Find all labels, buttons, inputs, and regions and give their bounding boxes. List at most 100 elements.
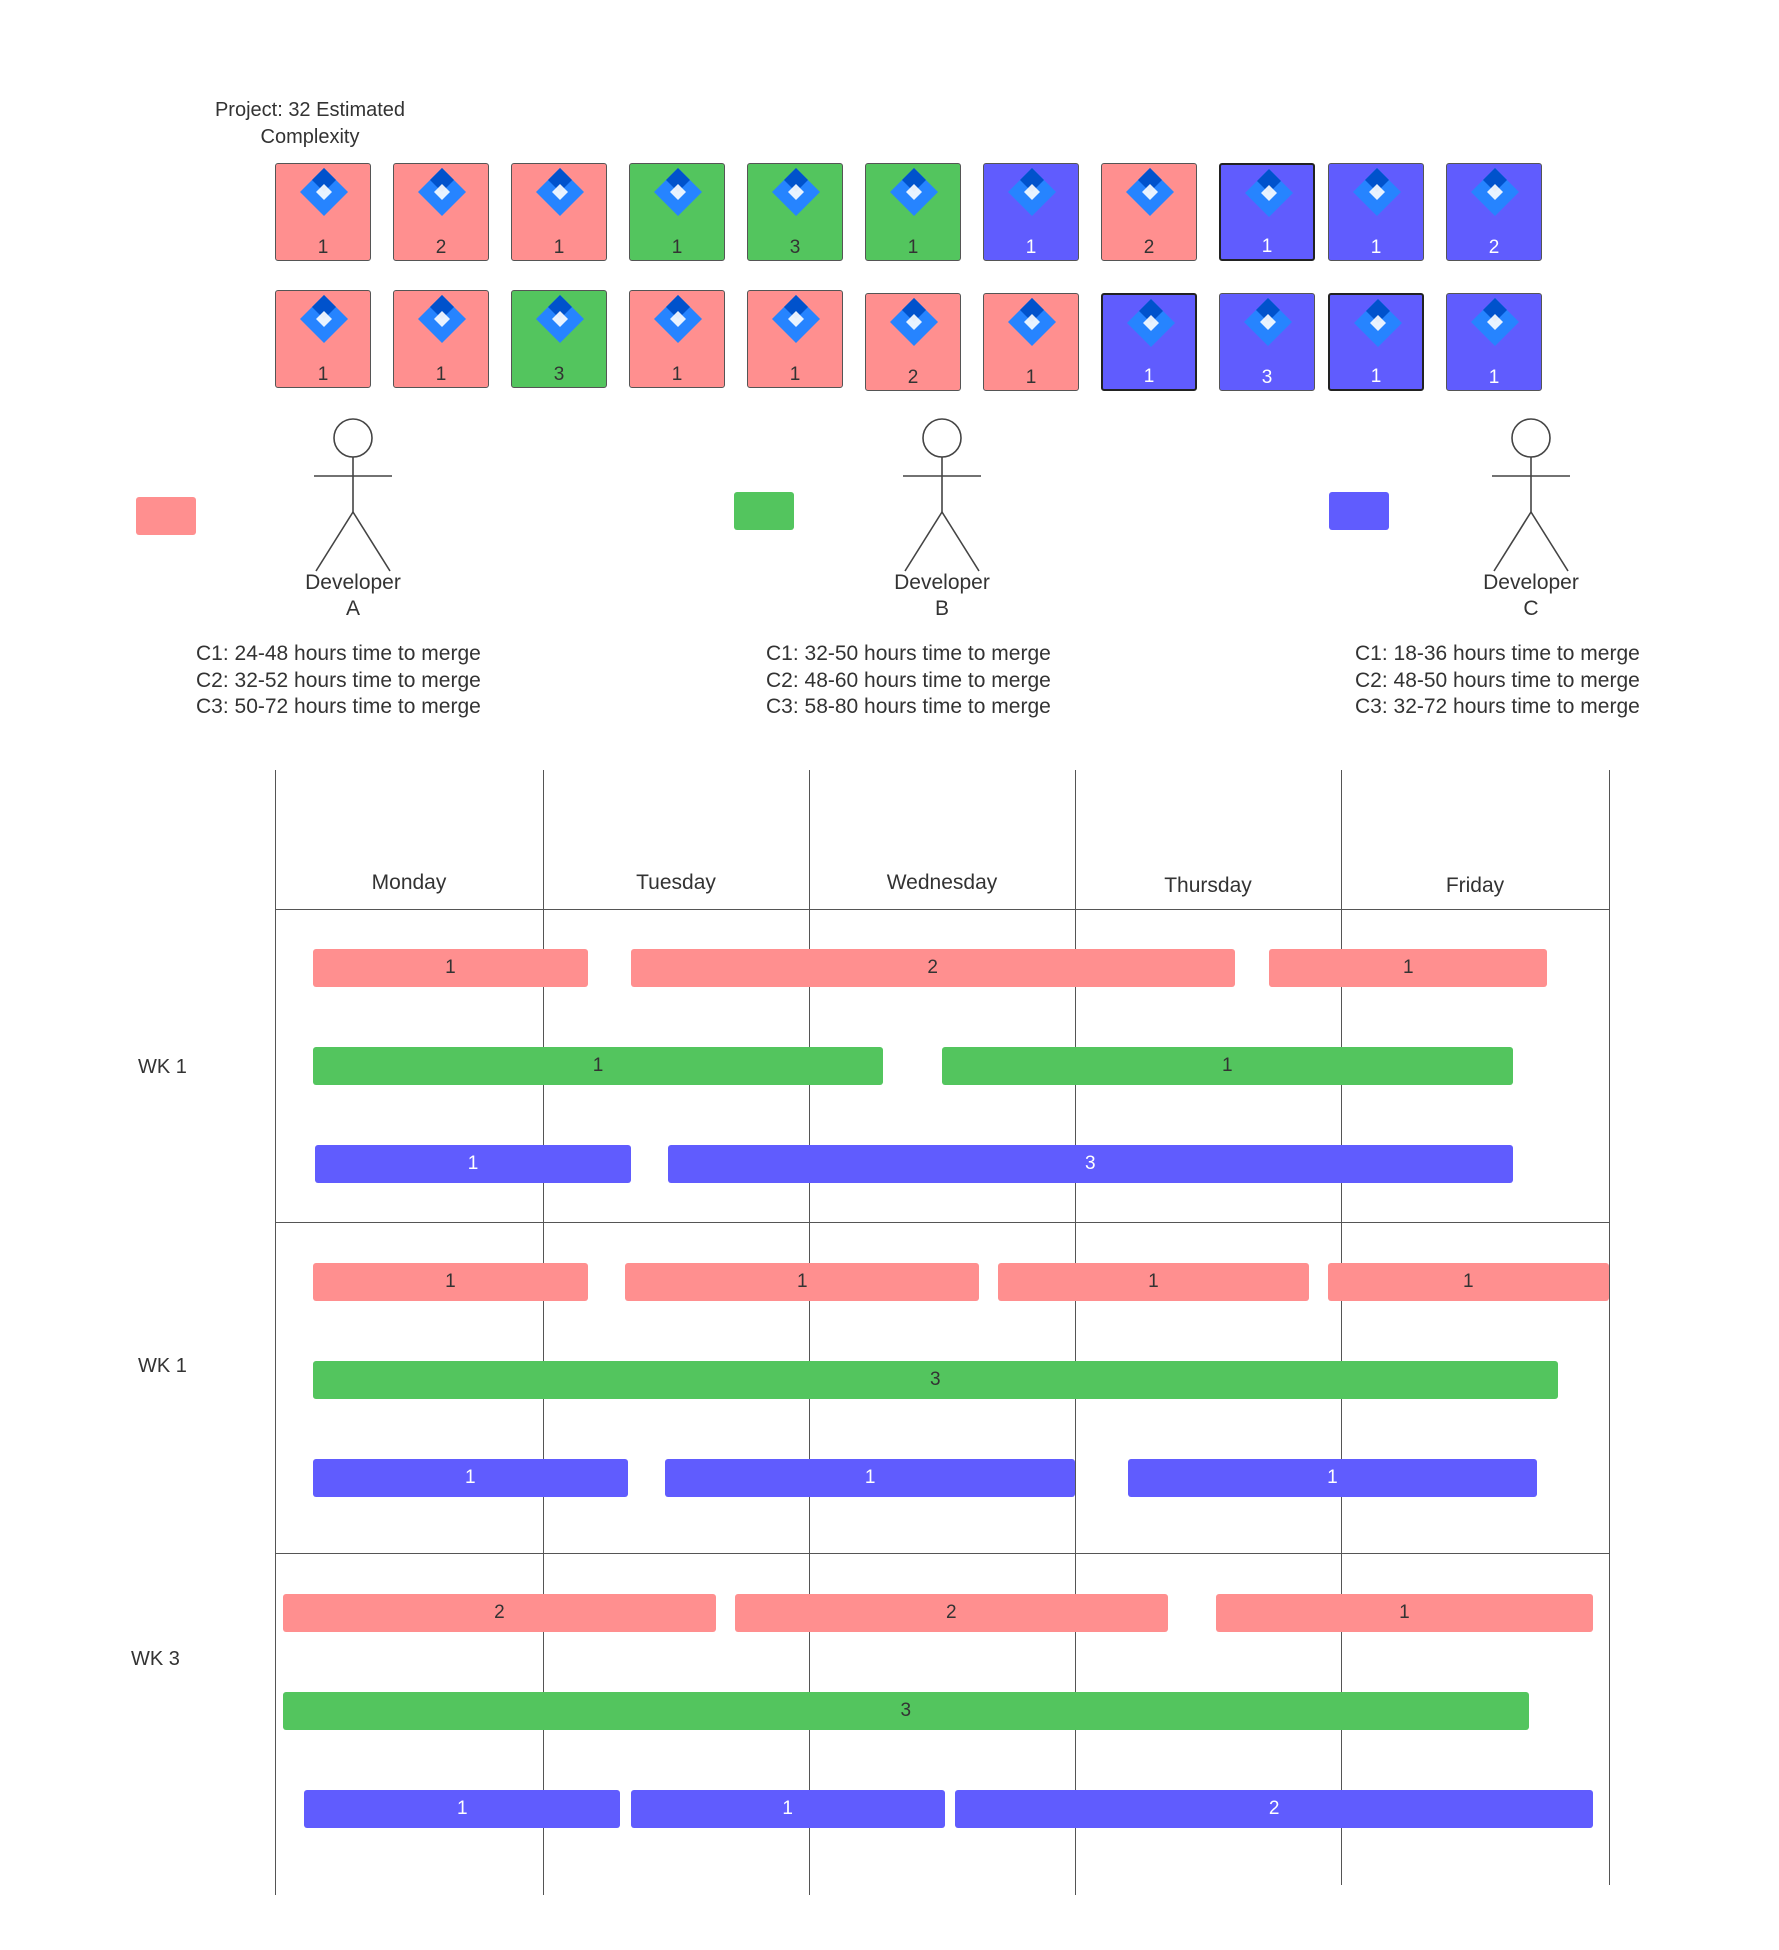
day-label: Friday [1445,874,1505,897]
task-bar: 1 [1215,1594,1593,1632]
ticket-complexity: 1 [789,364,801,385]
developer-name: Developer A [273,570,433,622]
developer-name-line-2: B [934,597,949,620]
task-bar: 1 [315,1145,631,1183]
ticket-complexity: 3 [1261,367,1273,388]
merge-time-line: C1: 24-48 hours time to merge [196,642,481,665]
merge-time-line: C3: 32-72 hours time to merge [1355,695,1640,718]
jira-icon [772,295,820,343]
ticket-card: 3 [1219,293,1315,391]
grid-row-line [275,1222,1609,1224]
jira-icon [654,168,702,216]
merge-time-line: C3: 58-80 hours time to merge [766,695,1051,718]
ticket-complexity: 1 [1488,367,1500,388]
ticket-complexity: 1 [553,237,565,258]
ticket-complexity: 1 [1025,367,1037,388]
day-label: Monday [371,871,447,894]
jira-icon [654,295,702,343]
ticket-complexity: 1 [907,237,919,258]
ticket-card: 2 [1446,163,1542,261]
ticket-complexity: 1 [435,364,447,385]
developer-name-line-1: Developer [305,571,401,594]
jira-icon [890,168,938,216]
task-bar: 1 [312,1263,589,1301]
grid-column-line [1075,770,1077,1895]
merge-time-line: C2: 48-60 hours time to merge [766,668,1051,692]
task-bar: 1 [312,1047,884,1085]
ticket-card: 1 [511,163,607,261]
ticket-card: 1 [1328,293,1424,391]
grid-column-line [543,770,545,1895]
grid-row-line [275,909,1609,911]
ticket-complexity: 1 [1261,236,1273,257]
ticket-card: 1 [629,163,725,261]
task-bar: 1 [625,1263,980,1301]
task-bar: 3 [668,1145,1513,1183]
ticket-complexity: 1 [1370,237,1382,258]
ticket-complexity: 3 [789,237,801,258]
ticket-card: 1 [629,290,725,388]
project-title-line-2: Complexity [260,126,360,148]
grid-column-line [275,770,277,1895]
ticket-card: 3 [747,163,843,261]
task-bar: 2 [955,1790,1593,1828]
task-bar: 3 [283,1692,1529,1730]
task-bar: 1 [942,1047,1513,1085]
jira-icon [536,295,584,343]
task-bar: 3 [312,1361,1559,1399]
ticket-complexity: 2 [1488,237,1500,258]
jira-icon [1126,168,1174,216]
developer-color-swatch [734,492,794,530]
developer-name-line-1: Developer [894,571,990,594]
ticket-card: 3 [511,290,607,388]
ticket-card: 1 [275,163,371,261]
task-bar: 1 [1128,1459,1537,1497]
ticket-card: 1 [983,293,1079,391]
grid-row-line [275,1553,1609,1555]
task-bar: 2 [734,1594,1169,1632]
merge-time-line: C1: 32-50 hours time to merge [766,642,1051,665]
developer-name-line-2: C [1523,597,1539,620]
developer-color-swatch [136,497,196,535]
ticket-complexity: 1 [1025,237,1037,258]
ticket-complexity: 1 [1370,366,1382,387]
ticket-card: 2 [1101,163,1197,261]
task-bar: 2 [283,1594,716,1632]
ticket-card: 1 [1219,163,1315,261]
ticket-card: 1 [865,163,961,261]
ticket-card: 1 [1328,163,1424,261]
jira-icon [1354,299,1402,347]
task-bar: 1 [997,1263,1310,1301]
developer-name: Developer B [862,570,1022,622]
task-bar: 1 [665,1459,1075,1497]
developer-name-line-2: A [345,597,360,620]
ticket-card: 1 [983,163,1079,261]
ticket-card: 1 [747,290,843,388]
developer-merge-times: C1: 32-50 hours time to merge C2: 48-60 h… [766,641,1051,721]
jira-icon [418,168,466,216]
week-label: WK 1 [138,1056,187,1078]
grid-column-line [809,770,811,1895]
project-title-line-1: Project: 32 Estimated [214,99,406,121]
ticket-complexity: 1 [1143,366,1155,387]
ticket-complexity: 1 [317,364,329,385]
stick-figure-icon [314,418,392,572]
stick-figure-icon [1492,418,1570,572]
task-bar: 1 [304,1790,621,1828]
ticket-card: 1 [393,290,489,388]
ticket-complexity: 2 [907,367,919,388]
ticket-card: 1 [1446,293,1542,391]
stick-figure-icon [903,418,981,572]
jira-icon [772,168,820,216]
merge-time-line: C1: 18-36 hours time to merge [1355,642,1640,665]
grid-column-line [1609,770,1611,1885]
ticket-card: 1 [1101,293,1197,391]
jira-icon [890,298,938,346]
project-title: Project: 32 Estimated Complexity [190,97,430,151]
jira-icon [1008,298,1056,346]
week-label: WK 1 [138,1355,187,1377]
grid-column-line [1341,770,1343,1885]
task-bar: 1 [1327,1263,1609,1301]
day-label: Tuesday [636,871,716,894]
ticket-card: 2 [865,293,961,391]
